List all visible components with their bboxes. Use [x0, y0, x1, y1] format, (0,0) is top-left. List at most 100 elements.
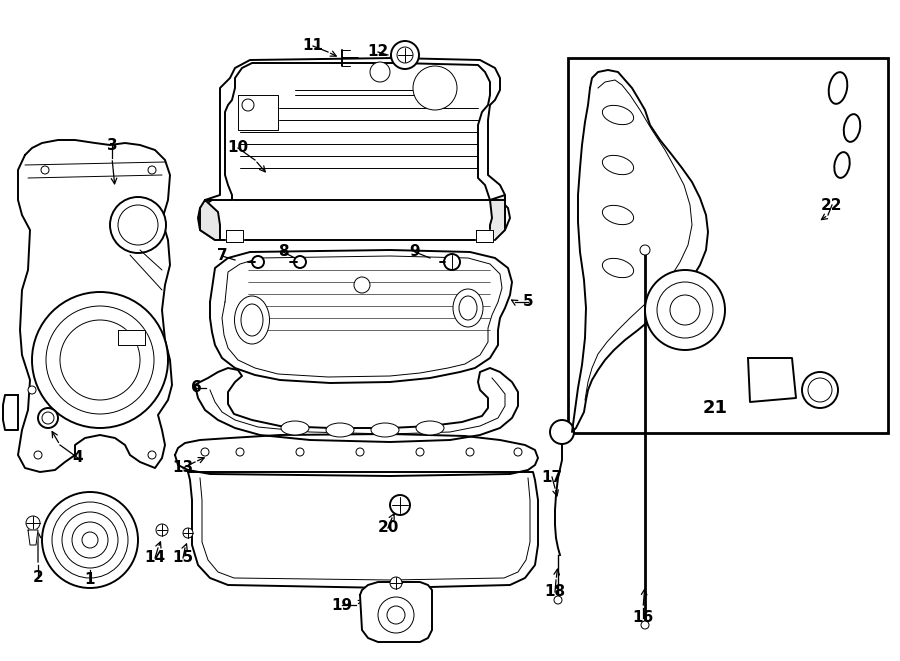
- Text: 17: 17: [542, 469, 562, 485]
- Circle shape: [156, 524, 168, 536]
- Polygon shape: [18, 140, 172, 472]
- Text: 14: 14: [144, 551, 166, 566]
- Circle shape: [201, 448, 209, 456]
- Circle shape: [242, 99, 254, 111]
- Circle shape: [252, 256, 264, 268]
- Ellipse shape: [602, 258, 634, 278]
- Text: 3: 3: [107, 137, 117, 153]
- Text: 9: 9: [410, 245, 420, 260]
- Ellipse shape: [844, 114, 860, 142]
- Circle shape: [42, 412, 54, 424]
- Circle shape: [62, 512, 118, 568]
- Circle shape: [391, 41, 419, 69]
- Text: 15: 15: [173, 551, 194, 566]
- Text: 19: 19: [331, 598, 353, 613]
- Ellipse shape: [281, 421, 309, 435]
- Polygon shape: [222, 256, 502, 377]
- Circle shape: [148, 451, 156, 459]
- Circle shape: [808, 378, 832, 402]
- Circle shape: [46, 306, 154, 414]
- Text: 12: 12: [367, 44, 389, 59]
- Circle shape: [416, 448, 424, 456]
- Ellipse shape: [235, 296, 269, 344]
- Circle shape: [390, 577, 402, 589]
- Polygon shape: [175, 434, 538, 476]
- Circle shape: [118, 205, 158, 245]
- Polygon shape: [360, 582, 432, 642]
- Ellipse shape: [326, 423, 354, 437]
- Circle shape: [26, 516, 40, 530]
- Ellipse shape: [834, 152, 850, 178]
- Polygon shape: [205, 58, 505, 200]
- Text: 21: 21: [703, 399, 727, 417]
- Ellipse shape: [459, 296, 477, 320]
- Circle shape: [413, 66, 457, 110]
- Circle shape: [641, 621, 649, 629]
- Circle shape: [550, 420, 574, 444]
- Circle shape: [110, 197, 166, 253]
- Circle shape: [34, 451, 42, 459]
- Text: 18: 18: [544, 584, 565, 600]
- Text: 22: 22: [821, 198, 842, 212]
- Circle shape: [236, 448, 244, 456]
- Ellipse shape: [602, 155, 634, 175]
- Text: 7: 7: [217, 249, 228, 264]
- Circle shape: [296, 448, 304, 456]
- Circle shape: [554, 596, 562, 604]
- Polygon shape: [28, 530, 38, 545]
- Circle shape: [60, 320, 140, 400]
- Circle shape: [32, 292, 168, 428]
- Circle shape: [28, 386, 36, 394]
- Polygon shape: [572, 70, 708, 432]
- Circle shape: [378, 597, 414, 633]
- Circle shape: [514, 448, 522, 456]
- Text: 6: 6: [191, 381, 202, 395]
- Circle shape: [640, 245, 650, 255]
- Polygon shape: [198, 200, 510, 240]
- Polygon shape: [748, 358, 796, 402]
- Circle shape: [183, 528, 193, 538]
- Circle shape: [390, 495, 410, 515]
- Ellipse shape: [453, 289, 483, 327]
- Polygon shape: [238, 95, 278, 130]
- Circle shape: [72, 522, 108, 558]
- Ellipse shape: [241, 304, 263, 336]
- Circle shape: [657, 282, 713, 338]
- Circle shape: [148, 166, 156, 174]
- Text: 4: 4: [73, 451, 84, 465]
- Ellipse shape: [371, 423, 399, 437]
- Text: 11: 11: [302, 38, 323, 54]
- Circle shape: [354, 277, 370, 293]
- Circle shape: [387, 606, 405, 624]
- Circle shape: [802, 372, 838, 408]
- Circle shape: [444, 254, 460, 270]
- Text: 2: 2: [32, 570, 43, 586]
- Ellipse shape: [602, 206, 634, 225]
- Circle shape: [356, 448, 364, 456]
- Circle shape: [42, 492, 138, 588]
- Polygon shape: [195, 368, 518, 442]
- Circle shape: [466, 448, 474, 456]
- Circle shape: [670, 295, 700, 325]
- Circle shape: [645, 270, 725, 350]
- Circle shape: [397, 47, 413, 63]
- Text: 8: 8: [278, 245, 288, 260]
- Text: 20: 20: [377, 520, 399, 535]
- Circle shape: [41, 166, 49, 174]
- Text: 16: 16: [633, 611, 653, 625]
- Polygon shape: [476, 230, 493, 242]
- Text: 5: 5: [523, 295, 534, 309]
- Text: 1: 1: [85, 572, 95, 588]
- Polygon shape: [490, 195, 505, 240]
- Ellipse shape: [416, 421, 444, 435]
- Bar: [568, 58, 888, 433]
- Circle shape: [370, 62, 390, 82]
- Circle shape: [294, 256, 306, 268]
- Polygon shape: [188, 472, 538, 588]
- Circle shape: [82, 532, 98, 548]
- Ellipse shape: [602, 105, 634, 125]
- Text: 10: 10: [228, 141, 248, 155]
- Polygon shape: [226, 230, 243, 242]
- Polygon shape: [200, 200, 220, 240]
- Text: 13: 13: [173, 461, 194, 475]
